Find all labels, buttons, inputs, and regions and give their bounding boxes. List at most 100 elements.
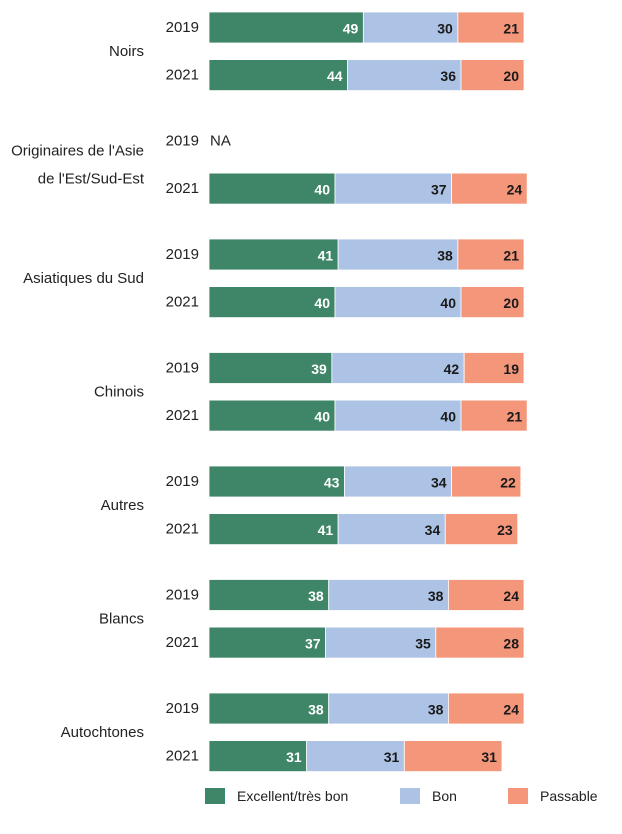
na-label: NA [210,133,231,150]
data-label: 20 [503,68,519,84]
bar-segment-passable [447,692,525,725]
bar-segment-excellent-tres-bon [208,579,330,611]
group-label: Asiatiques du Sud [23,270,144,287]
data-label: 37 [431,182,447,198]
legend-label: Excellent/très bon [237,788,348,804]
year-label: 2019 [166,473,199,490]
year-label: 2021 [166,407,199,424]
data-label: 36 [440,68,456,84]
data-label: 24 [503,702,519,718]
data-label: 31 [384,749,400,765]
data-label: 38 [308,588,324,604]
year-label: 2019 [166,246,199,263]
bar-segment-passable [451,465,522,498]
legend: Excellent/très bon Bon Passable [205,788,598,804]
bar-segment-bon [328,579,449,611]
group-label: Blancs [99,610,144,627]
data-label: 34 [425,522,441,538]
bar-segment-passable [460,399,528,432]
bar-segment-bon [325,626,437,659]
legend-label: Bon [432,788,457,804]
data-label: 41 [318,248,334,264]
group-blancs: Blancs 2019 38 38 24 2021 37 35 28 [99,579,525,659]
bar-segment-passable [403,740,503,772]
data-label: 20 [503,295,519,311]
data-label: 43 [324,475,340,491]
bar-segment-bon [331,352,465,384]
data-label: 37 [305,636,321,652]
data-label: 38 [428,588,444,604]
data-label: 39 [311,361,327,377]
bar-segment-excellent-tres-bon [208,465,345,498]
data-label: 24 [503,588,519,604]
group-label: Chinois [94,383,144,400]
bar-segment-excellent-tres-bon [208,399,336,432]
year-label: 2019 [166,587,199,604]
bar-segment-passable [460,286,525,319]
bar-segment-passable [460,59,525,91]
group-label: de l'Est/Sud-Est [38,170,145,187]
bar-segment-passable [444,513,519,545]
bar-segment-passable [435,626,525,659]
group-chinois: Chinois 2019 39 42 19 2021 40 40 21 [94,352,528,432]
data-label: 22 [500,475,516,491]
group-label: Autres [101,497,144,514]
data-label: 42 [444,361,460,377]
bar-segment-excellent-tres-bon [208,59,349,91]
bar-segment-excellent-tres-bon [208,238,339,271]
data-label: 35 [415,636,431,652]
data-label: 40 [314,409,330,425]
data-label: 30 [437,21,453,37]
year-label: 2021 [166,180,199,197]
legend-item-excellent-tres-bon: Excellent/très bon [205,788,348,804]
data-label: 34 [431,475,447,491]
year-label: 2019 [166,19,199,36]
group-noirs: Noirs 2019 49 30 21 2021 44 36 20 [109,11,525,91]
data-label: 31 [481,749,497,765]
data-label: 40 [440,409,456,425]
bar-segment-bon [306,740,405,772]
legend-item-passable: Passable [508,788,598,804]
data-label: 21 [503,21,519,37]
bar-segment-bon [334,399,462,432]
data-label: 49 [343,21,359,37]
group-label: Originaires de l'Asie [11,142,144,159]
group-autres: Autres 2019 43 34 22 2021 41 34 23 [101,465,522,545]
data-label: 40 [314,295,330,311]
bar-segment-passable [451,172,528,205]
data-label: 21 [503,248,519,264]
group-label: Noirs [109,43,144,60]
bar-segment-passable [457,238,525,271]
year-label: 2021 [166,294,199,311]
data-label: 23 [497,522,513,538]
bar-segment-bon [328,692,449,725]
year-label: 2021 [166,748,199,765]
year-label: 2019 [166,700,199,717]
bar-segment-excellent-tres-bon [208,286,336,319]
group-autochtones: Autochtones 2019 38 38 24 2021 31 31 31 [61,692,525,772]
data-label: 31 [286,749,302,765]
year-label: 2021 [166,521,199,538]
legend-swatch [205,788,225,804]
data-label: 38 [428,702,444,718]
bar-segment-passable [447,579,525,611]
bar-segment-excellent-tres-bon [208,11,364,44]
legend-swatch [400,788,420,804]
data-label: 40 [314,182,330,198]
bar-segment-bon [334,172,452,205]
group-asiatiques-du-sud: Asiatiques du Sud 2019 41 38 21 2021 40 40 20 [23,238,525,319]
bar-segment-bon [337,513,446,545]
year-label: 2019 [166,360,199,377]
bar-segment-passable [463,352,525,384]
data-label: 28 [503,636,519,652]
data-label: 44 [327,68,343,84]
year-label: 2021 [166,634,199,651]
data-label: 21 [507,409,523,425]
data-label: 41 [318,522,334,538]
year-label: 2019 [166,133,199,150]
bar-segment-excellent-tres-bon [208,740,308,772]
bar-segment-bon [337,238,459,271]
data-label: 19 [503,361,519,377]
